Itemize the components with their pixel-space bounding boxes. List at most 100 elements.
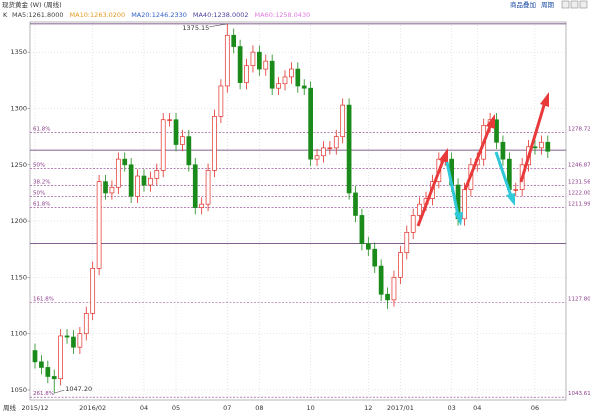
y-tick-label: 1350 bbox=[10, 48, 27, 56]
x-tick-label: 05 bbox=[172, 404, 180, 412]
toolbar-button[interactable]: 周期 bbox=[541, 1, 555, 9]
fib-ratio: 38.2% bbox=[33, 180, 50, 186]
window-button[interactable] bbox=[570, 0, 579, 9]
legend-entry: MA40:1238.0002 bbox=[193, 11, 249, 19]
candle-body bbox=[205, 170, 211, 205]
candle-body bbox=[122, 158, 128, 166]
candle-body bbox=[289, 68, 294, 78]
toolbar-button[interactable]: 商品叠加 bbox=[510, 0, 536, 9]
y-tick-label: 1200 bbox=[10, 217, 27, 225]
arrow-head bbox=[439, 148, 448, 163]
fib-price: 1231.56 bbox=[568, 180, 590, 186]
fib-ratio: 261.8% bbox=[33, 391, 54, 397]
candle-body bbox=[333, 136, 339, 149]
indicator-name: K bbox=[3, 11, 8, 19]
candle-body bbox=[45, 367, 51, 377]
candle-body bbox=[398, 252, 403, 278]
period-label: 周线 bbox=[3, 403, 17, 412]
arrow bbox=[494, 151, 513, 197]
candle-body bbox=[218, 85, 224, 117]
candle-body bbox=[154, 170, 160, 179]
candle-body bbox=[462, 189, 467, 220]
arrow-head bbox=[486, 114, 495, 129]
x-tick-label: 06 bbox=[531, 404, 539, 412]
candle-body bbox=[237, 46, 243, 83]
candle-body bbox=[71, 336, 76, 348]
candle-body bbox=[160, 119, 166, 171]
arrow-head bbox=[454, 212, 463, 226]
candle-body bbox=[128, 164, 134, 197]
candle-body bbox=[103, 181, 108, 194]
grid bbox=[27, 22, 566, 400]
annotation-leader bbox=[54, 389, 65, 394]
candle-body bbox=[365, 243, 371, 250]
candle-body bbox=[186, 136, 192, 166]
candle-body bbox=[115, 158, 121, 188]
arrow-head bbox=[540, 92, 549, 107]
fib-price: 1043.61 bbox=[568, 391, 590, 397]
candle-body bbox=[295, 68, 301, 87]
candle-body bbox=[301, 85, 307, 89]
fib-ratio: 61.8% bbox=[33, 202, 50, 208]
candle-body bbox=[148, 177, 153, 186]
candle-body bbox=[231, 34, 237, 47]
candles bbox=[32, 23, 551, 394]
candle-body bbox=[494, 119, 499, 143]
candle-body bbox=[39, 361, 44, 368]
labels: MA5:1261.8000 MA10:1263.0200 MA20:1246.233… bbox=[10, 11, 590, 412]
candle-body bbox=[199, 203, 205, 208]
trend-arrows bbox=[416, 92, 549, 227]
y-tick-label: 1250 bbox=[10, 161, 27, 169]
window-button[interactable] bbox=[579, 0, 588, 9]
candle-body bbox=[96, 181, 102, 269]
candle-body bbox=[257, 51, 262, 70]
candle-body bbox=[378, 265, 384, 295]
candle-body bbox=[391, 277, 397, 301]
x-tick-label: 2017/01 bbox=[387, 404, 414, 412]
x-tick-label: 04 bbox=[140, 404, 148, 412]
candle-body bbox=[141, 175, 147, 186]
candle-body bbox=[51, 376, 57, 380]
candle-body bbox=[167, 119, 172, 121]
arrow bbox=[416, 157, 446, 227]
low-annotation: 1047.20 bbox=[65, 385, 92, 393]
candle-body bbox=[32, 350, 38, 363]
candle-body bbox=[532, 146, 538, 149]
candle-body bbox=[410, 215, 416, 233]
plot-frame bbox=[29, 21, 567, 401]
candle-body bbox=[250, 51, 256, 67]
x-tick-label: 2015/12 bbox=[21, 404, 48, 412]
candle-body bbox=[359, 215, 365, 244]
fib-price: 1127.80 bbox=[568, 296, 590, 302]
y-tick-label: 1100 bbox=[10, 330, 27, 338]
candle-body bbox=[327, 147, 333, 150]
candle-body bbox=[340, 104, 346, 137]
window-button[interactable] bbox=[561, 0, 570, 9]
candle-body bbox=[109, 186, 115, 194]
candle-body bbox=[212, 116, 217, 171]
candle-body bbox=[404, 231, 410, 253]
candle-body bbox=[83, 313, 89, 335]
candle-body bbox=[263, 60, 269, 70]
candle-body bbox=[321, 147, 326, 157]
x-tick-label: 10 bbox=[306, 404, 314, 412]
candle-body bbox=[282, 76, 288, 85]
candle-body bbox=[77, 333, 83, 348]
x-tick-label: 04 bbox=[473, 404, 481, 412]
candle-body bbox=[314, 155, 320, 160]
legend-entry: MA5:1261.8000 bbox=[12, 11, 64, 19]
x-tick-label: 2016/02 bbox=[79, 404, 106, 412]
x-tick-label: 03 bbox=[448, 404, 456, 412]
legend-entry: MA10:1263.0200 bbox=[70, 11, 126, 19]
candle-body bbox=[244, 65, 249, 83]
y-tick-label: 1050 bbox=[10, 386, 27, 394]
candle-body bbox=[500, 141, 506, 160]
fib-ratio: 50% bbox=[33, 190, 45, 196]
chart-title: 现货黄金 (W) (周线) bbox=[2, 0, 62, 9]
candle-body bbox=[417, 203, 422, 216]
x-tick-label: 08 bbox=[255, 404, 263, 412]
fib-ratio: 161.8% bbox=[33, 296, 54, 302]
arrow bbox=[445, 161, 460, 216]
fib-ratio: 61.8% bbox=[33, 126, 50, 132]
